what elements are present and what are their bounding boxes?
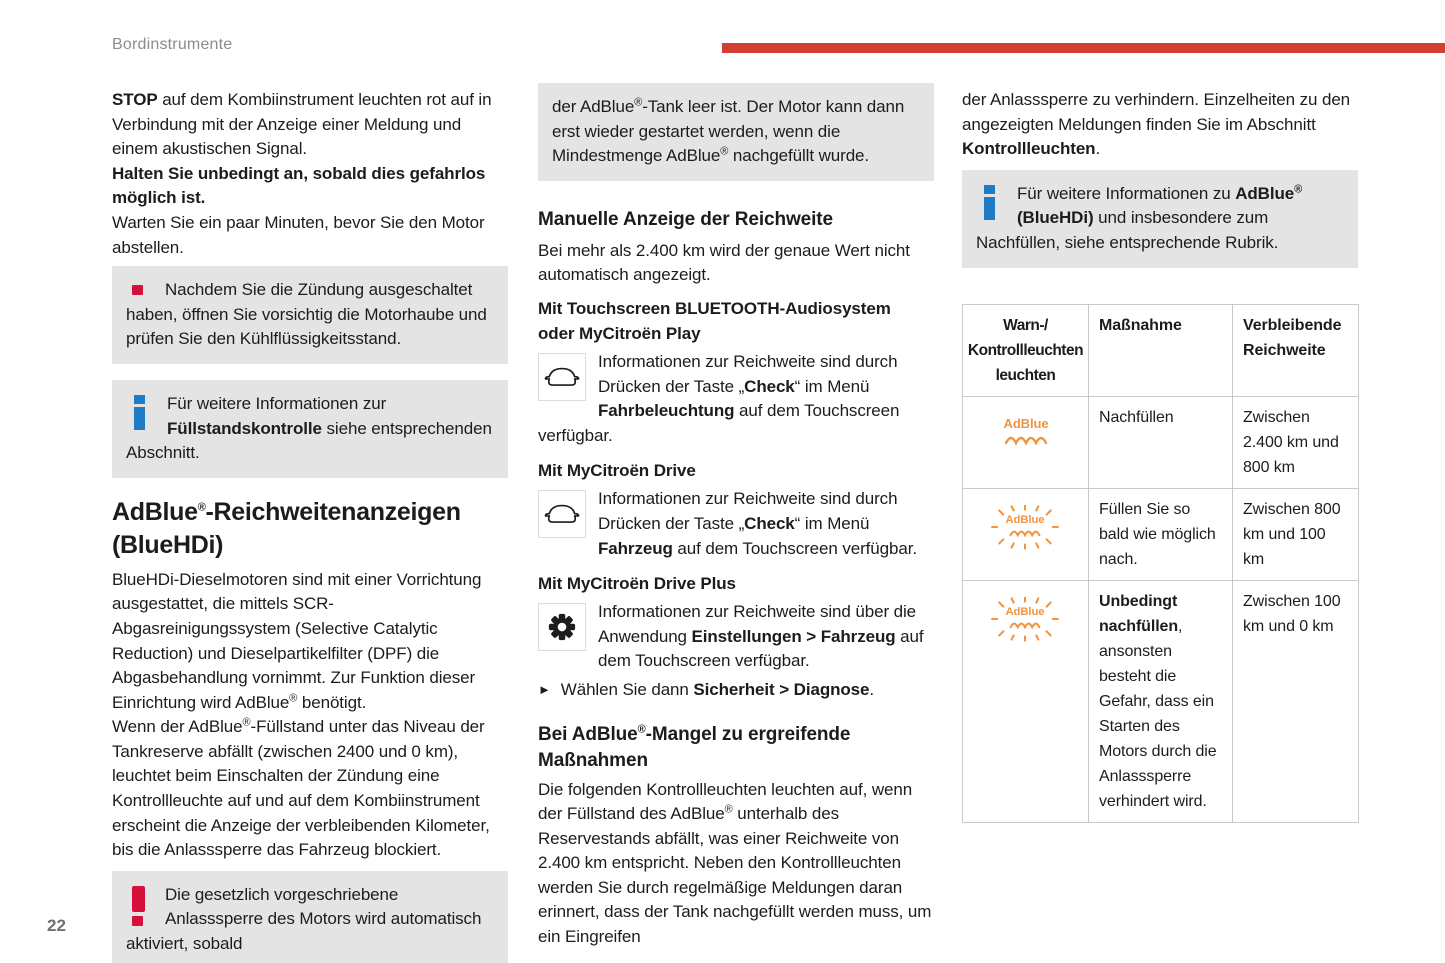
page-number: 22 [47,916,66,935]
gear-icon [538,603,586,652]
column-left: STOP auf dem Kombiinstrument leuchten ro… [112,88,508,963]
col-header-action: Maßnahme [1088,303,1233,397]
warning-exclamation-icon [132,281,147,296]
table-header-row: Warn-/ Kontrollleuchten leuchten Maßnahm… [962,303,1359,397]
col-header-range: Verbleibende Reichweite [1232,303,1359,397]
info-box: Für weitere Informationen zu AdBlue® (Bl… [962,169,1358,268]
subsection-title: Manuelle Anzeige der Reichweite [538,208,833,230]
paragraph: Informationen zur Reichweite sind durch … [598,489,917,558]
column-right: der Anlasssperre zu verhindern. Einzelhe… [962,88,1359,823]
paragraph: BlueHDi-Dieselmotoren sind mit einer Vor… [112,569,482,712]
sub-subsection-title: Mit MyCitroën Drive [538,461,696,481]
paragraph: Wenn der AdBlue®-Füllstand unter das Niv… [112,716,490,860]
warning-box: Nachdem Sie die Zündung ausgeschaltet ha… [112,266,508,364]
paragraph: STOP auf dem Kombiinstrument leuchten ro… [112,90,492,159]
car-front-icon [538,352,586,401]
header-accent-bar [722,43,1445,53]
adblue-blinking-warning-icon: AdBlue [962,487,1089,581]
action-cell: Nachfüllen [1088,395,1233,489]
adblue-steady-warning-icon: AdBlue [962,395,1089,489]
car-front-icon [538,490,586,539]
info-icon [984,184,997,220]
info-icon [134,394,147,430]
adblue-blinking-warning-icon: AdBlue [962,579,1089,823]
warning-text: Nachdem Sie die Zündung ausgeschaltet ha… [126,280,487,349]
page-header: Bordinstrumente [112,36,233,53]
col-header-warn-lights: Warn-/ Kontrollleuchten leuchten [962,303,1089,397]
paragraph-bold: Halten Sie unbedingt an, sobald dies gef… [112,163,486,208]
table-row: AdBlue Nachfüllen Zwischen 2.400 km und … [962,395,1359,489]
info-box: Für weitere Informationen zur Füllstands… [112,379,508,478]
info-text: Für weitere Informationen zu AdBlue® (Bl… [976,183,1303,252]
paragraph: der Anlasssperre zu verhindern. Einzelhe… [962,90,1351,159]
range-cell: Zwischen 100 km und 0 km [1232,579,1359,823]
svg-text:AdBlue: AdBlue [1003,416,1048,431]
table-row: AdBlue Unbedingt nachfüllen, ansonst [962,579,1359,823]
sub-subsection-title: Mit MyCitroën Drive Plus [538,574,736,594]
icon-paragraph: Informationen zur Reichweite sind über d… [538,600,934,674]
arrow-bullet-icon: ► [538,681,551,697]
adblue-range-table: Warn-/ Kontrollleuchten leuchten Maßnahm… [962,303,1359,823]
paragraph: Die folgenden Kontrollleuchten leuchten … [538,779,932,947]
range-cell: Zwischen 800 km und 100 km [1232,487,1359,581]
svg-text:AdBlue: AdBlue [1005,513,1044,525]
warning-text: der AdBlue®-Tank leer ist. Der Motor kan… [552,96,905,166]
range-cell: Zwischen 2.400 km und 800 km [1232,395,1359,489]
action-cell: Füllen Sie so bald wie möglich nach. [1088,487,1233,581]
column-middle: der AdBlue®-Tank leer ist. Der Motor kan… [538,83,934,950]
action-text: Wählen Sie dann Sicherheit > Diagnose. [560,679,875,699]
paragraph: Bei mehr als 2.400 km wird der genaue We… [538,240,910,285]
warning-text: Die gesetzlich vorgeschriebene Anlassspe… [126,884,482,954]
table-row: AdBlue Füllen Sie so bald wie möglic [962,487,1359,581]
sub-subsection-title: Mit Touchscreen BLUETOOTH-Audiosystem ode… [538,298,891,343]
warning-box-continuation: der AdBlue®-Tank leer ist. Der Motor kan… [538,83,934,181]
action-line: ► Wählen Sie dann Sicherheit > Diagnose. [538,678,934,704]
icon-paragraph: Informationen zur Reichweite sind durch … [538,350,934,448]
warning-exclamation-icon [132,885,147,926]
section-title: AdBlue®-Reichweitenanzeigen (BlueHDi) [112,497,461,559]
paragraph: Warten Sie ein paar Minuten, bevor Sie d… [112,212,485,257]
paragraph: Informationen zur Reichweite sind über d… [598,602,924,671]
warning-box: Die gesetzlich vorgeschriebene Anlassspe… [112,870,508,963]
action-cell: Unbedingt nachfüllen, ansonsten besteht … [1088,579,1233,823]
subsection-title: Bei AdBlue®-Mangel zu ergreifende Maßnahm… [538,723,851,771]
icon-paragraph: Informationen zur Reichweite sind durch … [538,487,934,561]
svg-text:AdBlue: AdBlue [1005,605,1044,617]
info-text: Für weitere Informationen zur Füllstands… [126,393,492,463]
paragraph: Informationen zur Reichweite sind durch … [538,351,900,445]
